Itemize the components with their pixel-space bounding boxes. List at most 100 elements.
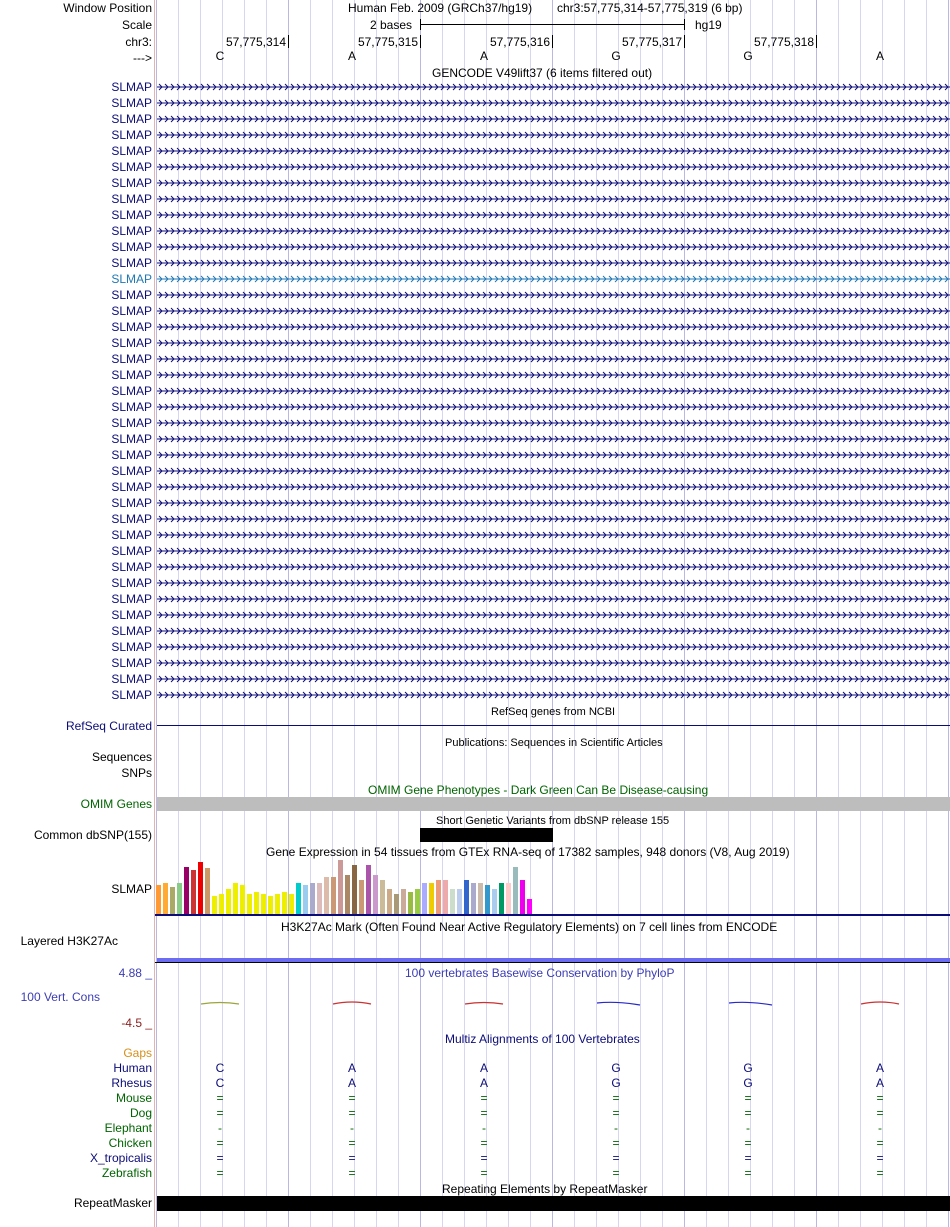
gencode-row-label[interactable]: SLMAP: [111, 176, 152, 190]
ruler-base[interactable]: A: [875, 49, 884, 63]
gtex-tissue-bar[interactable]: [471, 883, 476, 914]
gencode-transcript-line[interactable]: [157, 338, 950, 348]
gtex-tissue-bar[interactable]: [422, 883, 427, 914]
gtex-tissue-bar[interactable]: [485, 885, 490, 914]
gtex-tissue-bar[interactable]: [443, 880, 448, 914]
gtex-tissue-bar[interactable]: [240, 885, 245, 914]
gencode-transcript-line[interactable]: [157, 450, 950, 460]
gencode-row-label[interactable]: SLMAP: [111, 224, 152, 238]
gencode-transcript-line[interactable]: [157, 578, 950, 588]
refseq-gene-line[interactable]: [157, 725, 950, 726]
gencode-transcript-line[interactable]: [157, 354, 950, 364]
gencode-transcript-line[interactable]: [157, 562, 950, 572]
gtex-tissue-bar[interactable]: [303, 885, 308, 914]
gtex-tissue-bar[interactable]: [457, 889, 462, 914]
gtex-tissue-bar[interactable]: [296, 883, 301, 914]
gencode-transcript-line[interactable]: [157, 290, 950, 300]
gencode-row-label[interactable]: SLMAP: [111, 352, 152, 366]
gtex-tissue-bar[interactable]: [226, 889, 231, 914]
gencode-transcript-line[interactable]: [157, 306, 950, 316]
gtex-tissue-bar[interactable]: [394, 894, 399, 914]
gencode-row-label[interactable]: SLMAP: [111, 608, 152, 622]
gencode-row-label[interactable]: SLMAP: [111, 560, 152, 574]
gencode-row-label[interactable]: SLMAP: [111, 304, 152, 318]
gencode-transcript-line[interactable]: [157, 674, 950, 684]
gencode-transcript-line[interactable]: [157, 626, 950, 636]
omim-label[interactable]: OMIM Genes: [80, 797, 152, 811]
species-label[interactable]: Human: [113, 1061, 152, 1075]
gtex-tissue-bar[interactable]: [499, 883, 504, 914]
gencode-row-label[interactable]: SLMAP: [111, 192, 152, 206]
gencode-row-label[interactable]: SLMAP: [111, 528, 152, 542]
gtex-tissue-bar[interactable]: [310, 883, 315, 914]
gencode-transcript-line[interactable]: [157, 274, 950, 284]
omim-phenotype-bar[interactable]: [157, 797, 950, 811]
species-label[interactable]: Chicken: [108, 1136, 152, 1150]
gtex-tissue-bar[interactable]: [268, 896, 273, 914]
gencode-row-label[interactable]: SLMAP: [111, 240, 152, 254]
publications-label-snps[interactable]: SNPs: [121, 766, 152, 780]
gtex-tissue-bar[interactable]: [219, 894, 224, 914]
gtex-tissue-bar[interactable]: [520, 880, 525, 914]
gencode-row-label[interactable]: SLMAP: [111, 368, 152, 382]
gencode-transcript-line[interactable]: [157, 594, 950, 604]
gencode-transcript-line[interactable]: [157, 370, 950, 380]
gencode-row-label[interactable]: SLMAP: [111, 112, 152, 126]
gencode-transcript-line[interactable]: [157, 546, 950, 556]
ruler-base[interactable]: C: [215, 49, 225, 63]
gtex-tissue-bar[interactable]: [317, 883, 322, 914]
gtex-tissue-bar[interactable]: [275, 894, 280, 914]
gencode-row-label[interactable]: SLMAP: [111, 416, 152, 430]
species-label[interactable]: Zebrafish: [101, 1166, 152, 1180]
h3k27ac-signal[interactable]: [157, 958, 950, 962]
gtex-tissue-bar[interactable]: [233, 883, 238, 914]
ruler-base[interactable]: G: [743, 49, 753, 63]
gencode-row-label[interactable]: SLMAP: [111, 656, 152, 670]
gencode-transcript-line[interactable]: [157, 530, 950, 540]
gtex-tissue-bar[interactable]: [191, 870, 196, 914]
gtex-tissue-bar[interactable]: [247, 894, 252, 914]
species-label[interactable]: Elephant: [104, 1121, 152, 1135]
dbsnp-variant-bar[interactable]: [420, 828, 553, 842]
gencode-row-label[interactable]: SLMAP: [111, 624, 152, 638]
gtex-tissue-bar[interactable]: [177, 883, 182, 914]
gencode-row-label[interactable]: SLMAP: [111, 512, 152, 526]
gencode-row-label[interactable]: SLMAP: [111, 384, 152, 398]
gtex-tissue-bar[interactable]: [401, 889, 406, 914]
gencode-row-label[interactable]: SLMAP: [111, 336, 152, 350]
gencode-row-label[interactable]: SLMAP: [111, 272, 152, 286]
gencode-transcript-line[interactable]: [157, 402, 950, 412]
gencode-row-label[interactable]: SLMAP: [111, 448, 152, 462]
gencode-row-label[interactable]: SLMAP: [111, 688, 152, 702]
gencode-transcript-line[interactable]: [157, 82, 950, 92]
gencode-row-label[interactable]: SLMAP: [111, 400, 152, 414]
gencode-transcript-line[interactable]: [157, 690, 950, 700]
gencode-row-label[interactable]: SLMAP: [111, 320, 152, 334]
gtex-tissue-bar[interactable]: [492, 889, 497, 914]
gtex-tissue-bar[interactable]: [506, 883, 511, 914]
gtex-tissue-bar[interactable]: [352, 865, 357, 914]
gencode-row-label[interactable]: SLMAP: [111, 144, 152, 158]
gencode-row-label[interactable]: SLMAP: [111, 160, 152, 174]
species-label[interactable]: Mouse: [115, 1091, 152, 1105]
gtex-tissue-bar[interactable]: [345, 875, 350, 914]
gencode-transcript-line[interactable]: [157, 98, 950, 108]
ruler-base[interactable]: A: [347, 49, 356, 63]
dbsnp-label[interactable]: Common dbSNP(155): [33, 828, 152, 842]
phylop-label[interactable]: 100 Vert. Cons: [20, 990, 100, 1004]
gtex-tissue-bar[interactable]: [198, 862, 203, 914]
gencode-transcript-line[interactable]: [157, 610, 950, 620]
gtex-tissue-bar[interactable]: [436, 880, 441, 914]
repeatmasker-label[interactable]: RepeatMasker: [73, 1196, 152, 1210]
gencode-transcript-line[interactable]: [157, 658, 950, 668]
species-label[interactable]: Dog: [129, 1106, 152, 1120]
gtex-tissue-bar[interactable]: [513, 867, 518, 914]
gtex-tissue-bar[interactable]: [429, 883, 434, 914]
gencode-transcript-line[interactable]: [157, 642, 950, 652]
species-label[interactable]: X_tropicalis: [89, 1151, 152, 1165]
gtex-tissue-bar[interactable]: [331, 877, 336, 914]
gencode-transcript-line[interactable]: [157, 146, 950, 156]
gtex-tissue-bar[interactable]: [184, 867, 189, 914]
gtex-tissue-bar[interactable]: [261, 894, 266, 914]
refseq-label[interactable]: RefSeq Curated: [65, 719, 152, 733]
